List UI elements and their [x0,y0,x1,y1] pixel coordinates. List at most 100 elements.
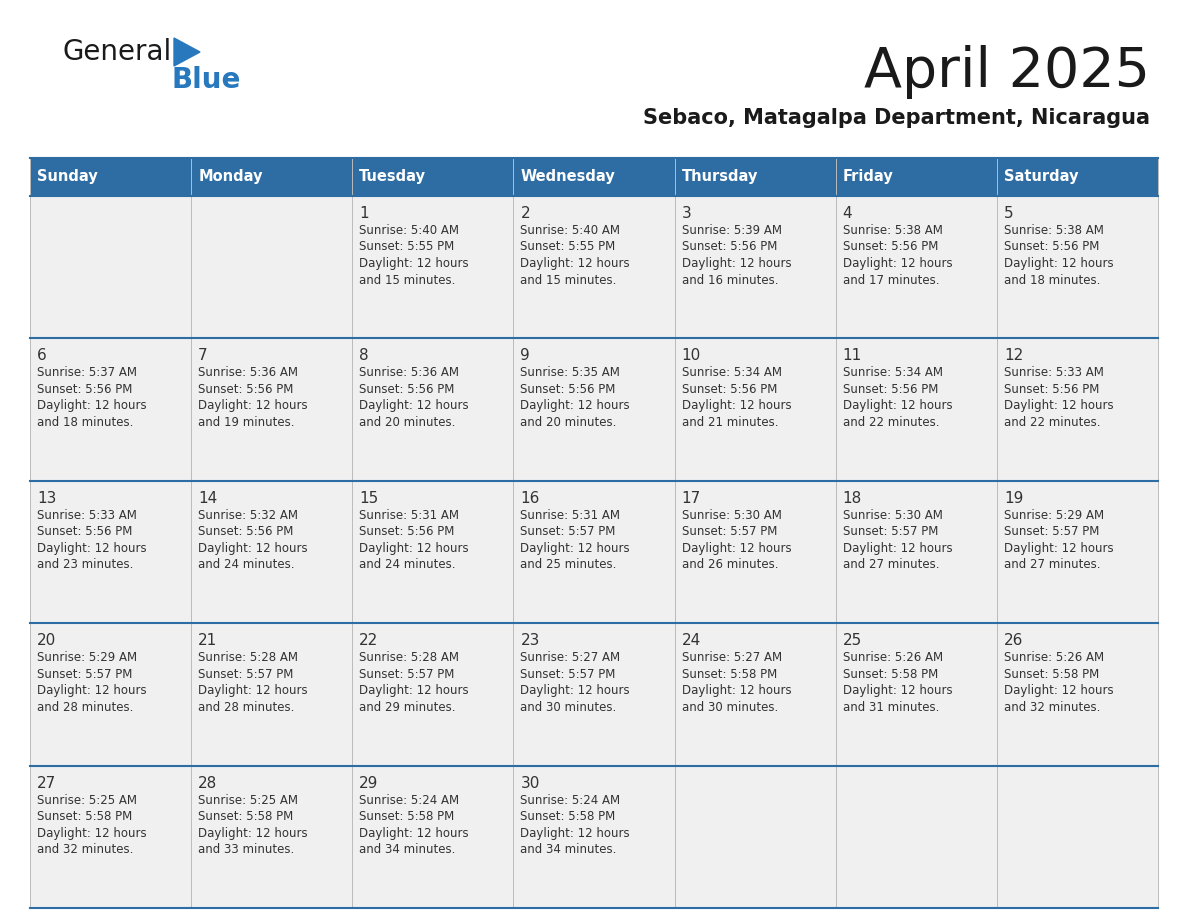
Text: Daylight: 12 hours: Daylight: 12 hours [37,542,146,554]
Bar [30,339,191,481]
Text: Daylight: 12 hours: Daylight: 12 hours [1004,542,1113,554]
Text: Daylight: 12 hours: Daylight: 12 hours [520,826,630,840]
Bar [675,196,835,339]
Text: Sunset: 5:56 PM: Sunset: 5:56 PM [520,383,615,396]
Text: Sunset: 5:56 PM: Sunset: 5:56 PM [842,241,939,253]
Text: and 26 minutes.: and 26 minutes. [682,558,778,571]
Bar [191,196,353,339]
Text: Sunrise: 5:24 AM: Sunrise: 5:24 AM [520,793,620,807]
Text: 30: 30 [520,776,539,790]
Bar [353,158,513,196]
Text: Sunset: 5:56 PM: Sunset: 5:56 PM [37,525,132,538]
Text: Sunrise: 5:40 AM: Sunrise: 5:40 AM [359,224,460,237]
Text: and 34 minutes.: and 34 minutes. [359,843,456,856]
Text: and 16 minutes.: and 16 minutes. [682,274,778,286]
Bar [191,339,353,481]
Text: Friday: Friday [842,170,893,185]
Bar [835,339,997,481]
Text: and 20 minutes.: and 20 minutes. [520,416,617,429]
Text: and 30 minutes.: and 30 minutes. [520,700,617,713]
Text: 22: 22 [359,633,379,648]
Text: Daylight: 12 hours: Daylight: 12 hours [842,684,953,697]
Bar [997,339,1158,481]
Text: Daylight: 12 hours: Daylight: 12 hours [198,684,308,697]
Text: and 33 minutes.: and 33 minutes. [198,843,295,856]
Text: Sunrise: 5:28 AM: Sunrise: 5:28 AM [359,651,460,665]
Text: 12: 12 [1004,349,1023,364]
Text: Sunset: 5:56 PM: Sunset: 5:56 PM [1004,241,1099,253]
Bar [353,623,513,766]
Text: and 20 minutes.: and 20 minutes. [359,416,456,429]
Text: Sunset: 5:58 PM: Sunset: 5:58 PM [520,810,615,823]
Bar [513,766,675,908]
Bar [191,623,353,766]
Text: Sunset: 5:58 PM: Sunset: 5:58 PM [37,810,132,823]
Text: Wednesday: Wednesday [520,170,615,185]
Bar [835,623,997,766]
Text: and 27 minutes.: and 27 minutes. [842,558,940,571]
Text: Sunrise: 5:33 AM: Sunrise: 5:33 AM [37,509,137,521]
Text: 11: 11 [842,349,862,364]
Text: Daylight: 12 hours: Daylight: 12 hours [842,257,953,270]
Text: Daylight: 12 hours: Daylight: 12 hours [198,826,308,840]
Text: Daylight: 12 hours: Daylight: 12 hours [359,257,469,270]
Text: Sunset: 5:56 PM: Sunset: 5:56 PM [682,383,777,396]
Text: Sunset: 5:57 PM: Sunset: 5:57 PM [37,667,132,681]
Text: and 24 minutes.: and 24 minutes. [198,558,295,571]
Text: Daylight: 12 hours: Daylight: 12 hours [359,399,469,412]
Text: Sunrise: 5:37 AM: Sunrise: 5:37 AM [37,366,137,379]
Text: Daylight: 12 hours: Daylight: 12 hours [682,399,791,412]
Text: Sunset: 5:56 PM: Sunset: 5:56 PM [198,525,293,538]
Text: Daylight: 12 hours: Daylight: 12 hours [359,826,469,840]
Text: Sunrise: 5:30 AM: Sunrise: 5:30 AM [682,509,782,521]
Text: Thursday: Thursday [682,170,758,185]
Text: 29: 29 [359,776,379,790]
Text: Daylight: 12 hours: Daylight: 12 hours [520,257,630,270]
Text: Daylight: 12 hours: Daylight: 12 hours [520,542,630,554]
Bar [675,766,835,908]
Text: Sunset: 5:55 PM: Sunset: 5:55 PM [520,241,615,253]
Text: 15: 15 [359,491,379,506]
Text: and 25 minutes.: and 25 minutes. [520,558,617,571]
Text: 10: 10 [682,349,701,364]
Text: Sunrise: 5:27 AM: Sunrise: 5:27 AM [520,651,620,665]
Text: Daylight: 12 hours: Daylight: 12 hours [1004,684,1113,697]
Text: Daylight: 12 hours: Daylight: 12 hours [37,399,146,412]
Text: Sunset: 5:56 PM: Sunset: 5:56 PM [359,525,455,538]
Bar [353,196,513,339]
Text: and 21 minutes.: and 21 minutes. [682,416,778,429]
Text: Sunset: 5:57 PM: Sunset: 5:57 PM [520,667,615,681]
Text: 27: 27 [37,776,56,790]
Bar [191,481,353,623]
Text: 25: 25 [842,633,862,648]
Text: and 17 minutes.: and 17 minutes. [842,274,940,286]
Text: Daylight: 12 hours: Daylight: 12 hours [1004,257,1113,270]
Text: and 15 minutes.: and 15 minutes. [520,274,617,286]
Text: Sunday: Sunday [37,170,97,185]
Text: and 23 minutes.: and 23 minutes. [37,558,133,571]
Text: 4: 4 [842,206,852,221]
Text: and 22 minutes.: and 22 minutes. [1004,416,1100,429]
Bar [835,196,997,339]
Text: Monday: Monday [198,170,263,185]
Text: and 34 minutes.: and 34 minutes. [520,843,617,856]
Text: Daylight: 12 hours: Daylight: 12 hours [198,542,308,554]
Text: 18: 18 [842,491,862,506]
Text: Sunset: 5:58 PM: Sunset: 5:58 PM [1004,667,1099,681]
Bar [835,158,997,196]
Text: and 31 minutes.: and 31 minutes. [842,700,939,713]
Text: Sunrise: 5:39 AM: Sunrise: 5:39 AM [682,224,782,237]
Bar [513,158,675,196]
Text: Sunset: 5:57 PM: Sunset: 5:57 PM [359,667,455,681]
Text: Sunset: 5:56 PM: Sunset: 5:56 PM [359,383,455,396]
Text: and 32 minutes.: and 32 minutes. [37,843,133,856]
Text: 17: 17 [682,491,701,506]
Text: Sunset: 5:58 PM: Sunset: 5:58 PM [198,810,293,823]
Bar [191,766,353,908]
Text: 20: 20 [37,633,56,648]
Text: Sunrise: 5:38 AM: Sunrise: 5:38 AM [842,224,942,237]
Text: and 24 minutes.: and 24 minutes. [359,558,456,571]
Polygon shape [173,38,200,66]
Bar [675,623,835,766]
Text: and 22 minutes.: and 22 minutes. [842,416,940,429]
